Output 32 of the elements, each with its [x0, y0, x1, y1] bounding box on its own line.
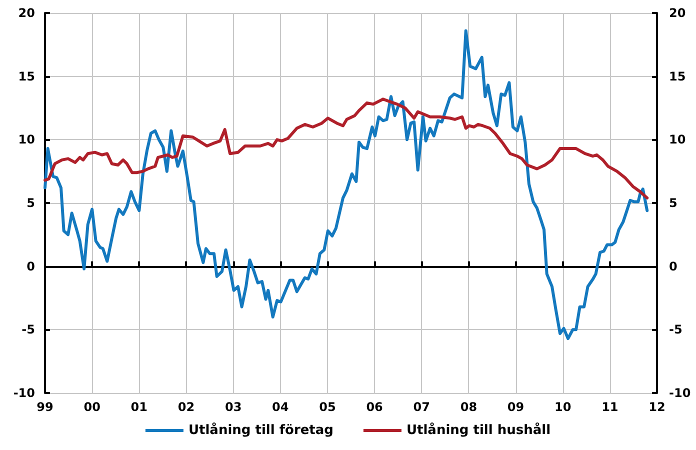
x-tick-label: 03 — [224, 400, 242, 414]
y2-tick-label: 10 — [669, 132, 686, 147]
y-tick-label: 20 — [18, 6, 35, 20]
y-tick-label: -5 — [22, 322, 35, 337]
x-tick-label: 12 — [648, 400, 666, 414]
line-series — [44, 98, 649, 200]
x-tick-label: 11 — [602, 400, 618, 414]
y2-tick-label: -5 — [669, 322, 682, 337]
legend-label: Utlåning till hushåll — [406, 422, 551, 438]
x-tick-label: 06 — [366, 400, 383, 414]
x-tick-label: 99 — [36, 400, 54, 414]
y-tick-label: -10 — [13, 386, 35, 400]
x-tick-label: 07 — [413, 400, 430, 414]
y-tick-label: 0 — [26, 259, 35, 274]
y-tick-label: 10 — [18, 132, 35, 147]
x-tick-label: 08 — [460, 400, 478, 414]
y2-tick-label: 15 — [669, 69, 686, 84]
y2-tick-label: 0 — [669, 259, 678, 274]
x-tick-label: 01 — [130, 400, 148, 414]
y2-tick-label: 5 — [669, 196, 678, 210]
x-tick-label: 04 — [272, 400, 289, 414]
x-tick-label: 02 — [178, 400, 195, 414]
x-tick-label: 00 — [84, 400, 100, 414]
x-tick-label: 10 — [554, 400, 572, 414]
y-tick-label: 5 — [26, 196, 35, 210]
y2-tick-label: -10 — [669, 386, 691, 400]
y-tick-label: 15 — [18, 69, 35, 84]
legend-label: Utlåning till företag — [188, 422, 334, 438]
x-tick-label: 05 — [319, 400, 336, 414]
y2-tick-label: 20 — [669, 6, 686, 20]
x-tick-label: 09 — [507, 400, 524, 414]
line-series — [44, 29, 649, 340]
